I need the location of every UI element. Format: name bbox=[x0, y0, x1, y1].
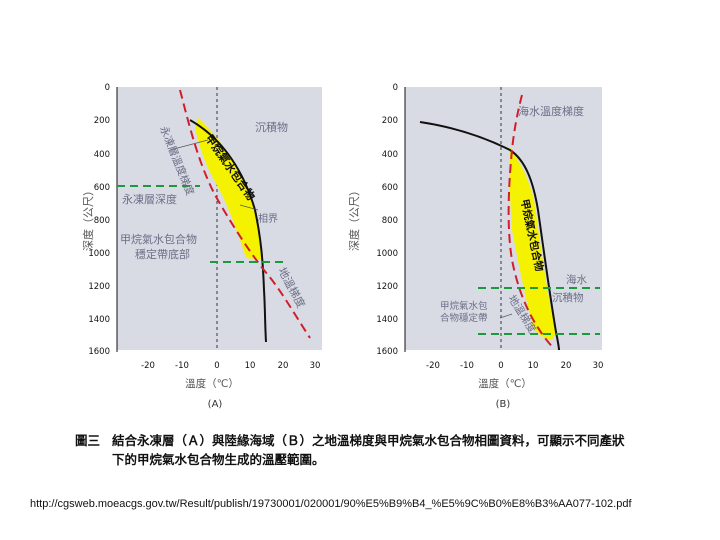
x-tick: 10 bbox=[245, 361, 256, 371]
panel-b-geotherm-line bbox=[507, 94, 554, 349]
panel-b-stable-zone-label: 甲烷氣水包 合物穩定帶 bbox=[440, 300, 491, 324]
caption-line-1: 結合永凍層（Ａ）與陸緣海域（Ｂ）之地溫梯度與甲烷氣水包合物相圖資料，可顯示不同產… bbox=[112, 433, 625, 448]
panel-b-ylabel: 深度（公尺） bbox=[347, 185, 361, 251]
figure-number: 圖三 bbox=[75, 433, 101, 448]
y-tick: 200 bbox=[94, 116, 110, 126]
panel-a-letter: (A) bbox=[208, 399, 223, 410]
panel-b-sediment-label: 沉積物 bbox=[552, 291, 584, 304]
x-tick: 10 bbox=[528, 361, 539, 371]
y-tick: 1200 bbox=[376, 282, 398, 292]
panel-b-plot-bg bbox=[405, 87, 602, 350]
x-tick: 30 bbox=[593, 361, 604, 371]
panel-b: 0 200 400 600 800 1000 1200 1400 1600 -2… bbox=[347, 83, 603, 410]
y-tick: 600 bbox=[382, 183, 398, 193]
y-tick: 200 bbox=[382, 116, 398, 126]
panel-a-plot-bg bbox=[117, 87, 322, 350]
panel-a-permafrost-depth-label: 永凍層深度 bbox=[122, 192, 177, 206]
source-url: http://cgsweb.moeacgs.gov.tw/Result/publ… bbox=[30, 498, 632, 510]
x-tick: -20 bbox=[426, 361, 440, 371]
panel-a-leader bbox=[169, 139, 209, 151]
panel-a-stable-base-label: 甲烷氣水包合物 穩定帶底部 bbox=[120, 232, 201, 261]
panel-a-leader bbox=[239, 204, 259, 211]
y-tick: 1000 bbox=[88, 249, 110, 259]
y-tick: 600 bbox=[94, 183, 110, 193]
x-tick: -20 bbox=[141, 361, 155, 371]
y-tick: 0 bbox=[393, 83, 398, 93]
panel-b-y-ticks: 0 200 400 600 800 1000 1200 1400 1600 bbox=[376, 83, 398, 357]
panel-b-ocean-gradient-label: 海水溫度梯度 bbox=[518, 104, 584, 118]
panel-b-ocean-gradient bbox=[419, 121, 560, 351]
y-tick: 400 bbox=[94, 150, 110, 160]
x-tick: 20 bbox=[278, 361, 289, 371]
y-tick: 1600 bbox=[88, 347, 110, 357]
panel-b-hydrate-region bbox=[509, 147, 556, 340]
x-tick: 0 bbox=[498, 361, 503, 371]
panel-b-leader bbox=[499, 313, 513, 319]
panel-a: 0 200 400 600 800 1000 1200 1400 1600 -2… bbox=[81, 83, 322, 410]
panel-a-x-ticks: -20 -10 0 10 20 30 bbox=[141, 361, 320, 371]
y-tick: 400 bbox=[382, 150, 398, 160]
x-tick: -10 bbox=[175, 361, 189, 371]
y-tick: 0 bbox=[105, 83, 110, 93]
y-tick: 800 bbox=[382, 216, 398, 226]
y-tick: 800 bbox=[94, 216, 110, 226]
panel-a-hydrate-region bbox=[195, 118, 263, 260]
y-tick: 1600 bbox=[376, 347, 398, 357]
y-tick: 1200 bbox=[88, 282, 110, 292]
panel-a-geotherm-line bbox=[179, 89, 311, 339]
y-tick: 1400 bbox=[88, 315, 110, 325]
panel-b-letter: (B) bbox=[496, 399, 511, 410]
x-tick: 0 bbox=[214, 361, 219, 371]
panel-b-x-ticks: -20 -10 0 10 20 30 bbox=[426, 361, 603, 371]
panel-a-y-ticks: 0 200 400 600 800 1000 1200 1400 1600 bbox=[88, 83, 110, 357]
panel-a-ylabel: 深度（公尺） bbox=[81, 185, 95, 251]
caption-line-2: 下的甲烷氣水包合物生成的溫壓範圍。 bbox=[112, 452, 325, 467]
panel-a-phase-boundary bbox=[189, 119, 267, 343]
x-tick: 30 bbox=[310, 361, 321, 371]
y-tick: 1000 bbox=[376, 249, 398, 259]
panel-a-xlabel: 溫度（℃） bbox=[185, 377, 239, 390]
y-tick: 1400 bbox=[376, 315, 398, 325]
panel-b-seawater-label: 海水 bbox=[566, 273, 587, 286]
panel-a-phase-boundary-label: 相界 bbox=[258, 212, 278, 225]
panel-b-xlabel: 溫度（℃） bbox=[478, 377, 532, 390]
panel-a-sediment-label: 沉積物 bbox=[255, 120, 288, 134]
x-tick: -10 bbox=[460, 361, 474, 371]
x-tick: 20 bbox=[561, 361, 572, 371]
